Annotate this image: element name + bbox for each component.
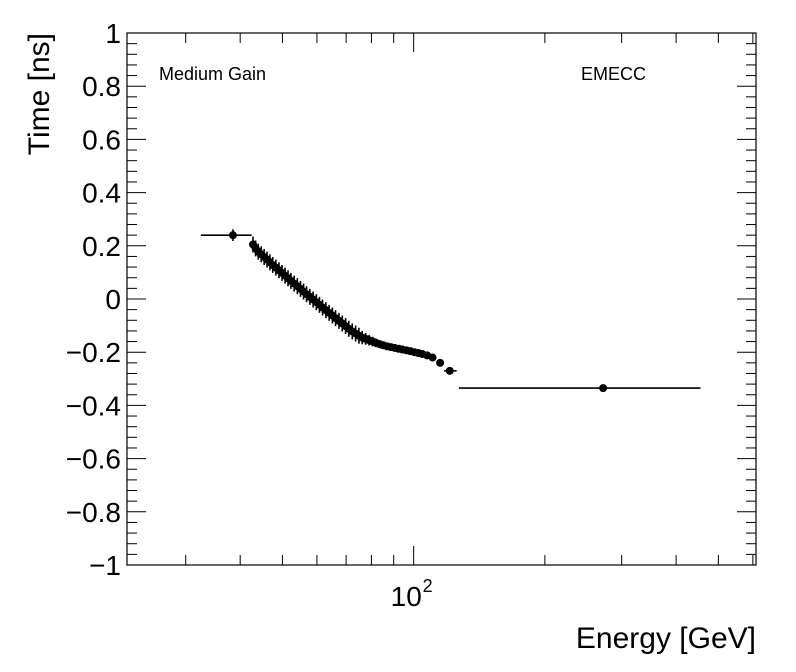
data-point [444, 366, 457, 375]
y-tick-label: −0.8 [66, 497, 121, 528]
data-point [428, 353, 437, 362]
data-points [200, 229, 701, 393]
y-axis-label: Time [ns] [23, 33, 56, 155]
data-point [200, 229, 252, 242]
data-marker [599, 384, 608, 393]
y-tick-label: 1 [105, 18, 121, 49]
data-point [436, 358, 445, 367]
x-tick-labels: 10 2 [391, 576, 433, 612]
plot-frame [126, 32, 757, 566]
x-tick-label: 10 [391, 581, 422, 612]
data-point [458, 384, 701, 393]
y-tick-label: −0.4 [66, 390, 121, 421]
annotation-emecc: EMECC [581, 64, 646, 84]
y-tick-label: 0.8 [82, 71, 121, 102]
x-tick-label-exponent: 2 [423, 576, 433, 596]
y-tick-label: 0 [105, 284, 121, 315]
annotation-medium-gain: Medium Gain [159, 64, 266, 84]
y-tick-label: −0.2 [66, 337, 121, 368]
x-axis-label: Energy [GeV] [576, 622, 756, 655]
y-tick-label: 0.6 [82, 124, 121, 155]
y-tick-label: −0.6 [66, 444, 121, 475]
y-tick-label: −1 [89, 550, 121, 581]
data-marker [445, 366, 454, 375]
data-marker [436, 358, 445, 367]
data-marker [228, 231, 237, 240]
y-tick-labels: −1 −0.8 −0.6 −0.4 −0.2 0 0.2 0.4 0.6 0.8 1 [66, 18, 121, 581]
data-marker [428, 353, 437, 362]
y-tick-label: 0.2 [82, 231, 121, 262]
y-tick-label: 0.4 [82, 178, 121, 209]
